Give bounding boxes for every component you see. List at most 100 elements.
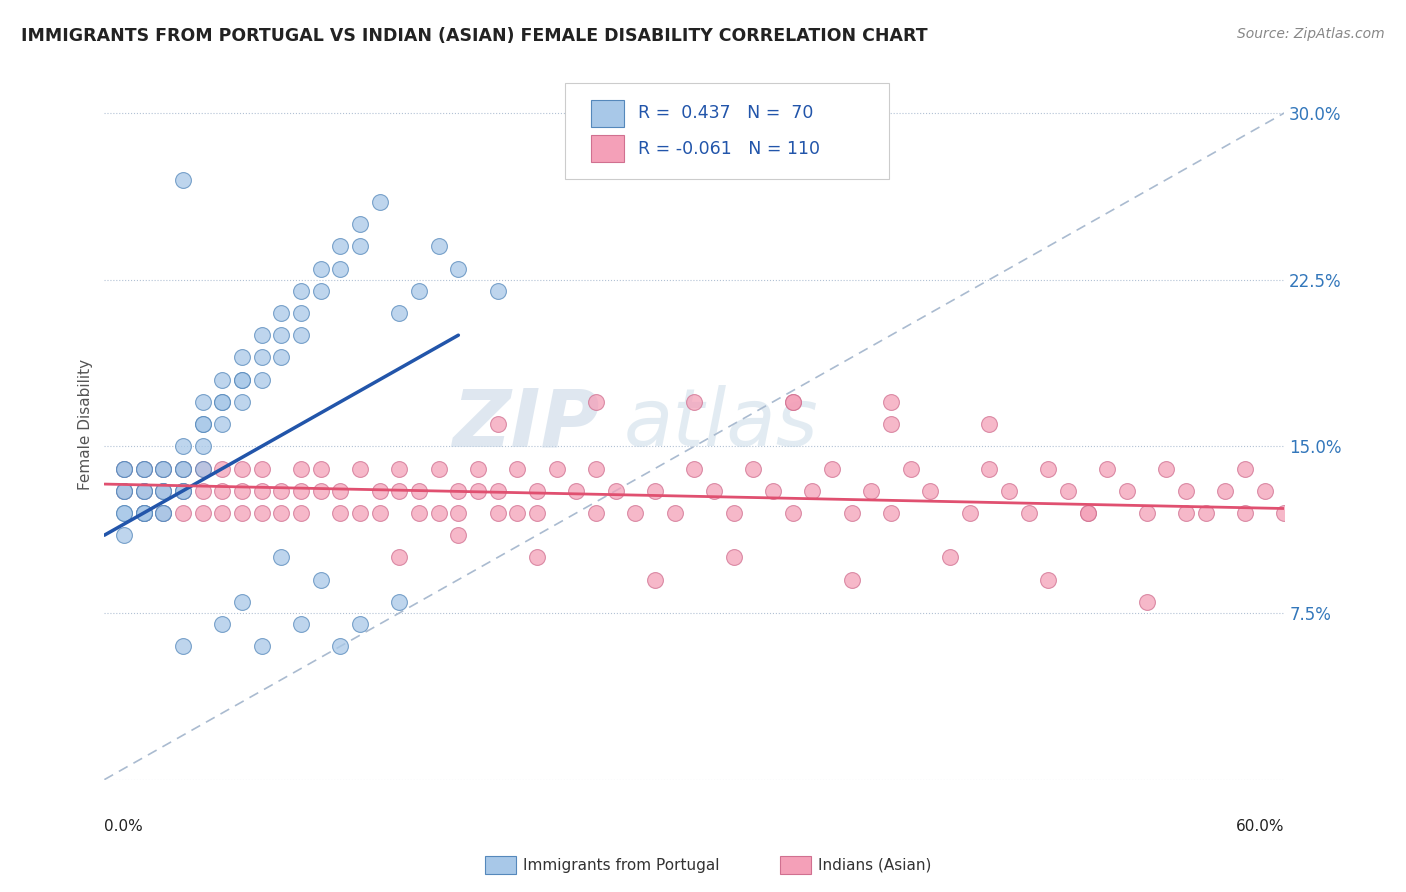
Text: R = -0.061   N = 110: R = -0.061 N = 110: [638, 140, 820, 158]
Point: [447, 261, 470, 276]
Point: [723, 550, 745, 565]
Point: [742, 461, 765, 475]
Point: [329, 640, 352, 654]
Point: [447, 506, 470, 520]
Point: [112, 461, 135, 475]
Text: R =  0.437   N =  70: R = 0.437 N = 70: [638, 104, 813, 122]
Point: [270, 483, 292, 498]
Point: [152, 483, 174, 498]
Point: [368, 483, 391, 498]
Point: [250, 373, 273, 387]
Point: [959, 506, 981, 520]
Point: [1136, 506, 1159, 520]
Point: [1175, 506, 1198, 520]
Point: [1038, 461, 1060, 475]
Point: [467, 483, 489, 498]
Point: [860, 483, 883, 498]
Point: [939, 550, 962, 565]
Point: [1194, 506, 1216, 520]
Point: [427, 506, 450, 520]
Point: [231, 351, 253, 365]
Point: [112, 506, 135, 520]
Point: [172, 461, 194, 475]
Point: [132, 506, 155, 520]
Point: [132, 461, 155, 475]
Point: [427, 461, 450, 475]
Point: [250, 328, 273, 343]
Point: [290, 284, 312, 298]
Point: [821, 461, 844, 475]
Point: [132, 506, 155, 520]
Point: [979, 461, 1001, 475]
Point: [270, 328, 292, 343]
Point: [920, 483, 942, 498]
Point: [486, 417, 509, 431]
Point: [112, 483, 135, 498]
Point: [1077, 506, 1099, 520]
Point: [152, 483, 174, 498]
Point: [526, 550, 548, 565]
Point: [132, 461, 155, 475]
Point: [152, 506, 174, 520]
Point: [112, 506, 135, 520]
Text: Source: ZipAtlas.com: Source: ZipAtlas.com: [1237, 27, 1385, 41]
Point: [664, 506, 686, 520]
Point: [1175, 483, 1198, 498]
Point: [368, 506, 391, 520]
Point: [270, 351, 292, 365]
Point: [231, 373, 253, 387]
Point: [191, 417, 214, 431]
Point: [152, 461, 174, 475]
Point: [408, 506, 430, 520]
Point: [467, 461, 489, 475]
Point: [782, 506, 804, 520]
Point: [329, 239, 352, 253]
FancyBboxPatch shape: [565, 83, 889, 178]
Point: [408, 483, 430, 498]
Point: [290, 328, 312, 343]
Point: [1253, 483, 1275, 498]
Point: [388, 483, 411, 498]
Point: [231, 506, 253, 520]
Point: [290, 306, 312, 320]
Point: [231, 373, 253, 387]
Point: [112, 483, 135, 498]
Point: [132, 506, 155, 520]
Point: [211, 617, 233, 632]
Point: [644, 573, 666, 587]
Point: [388, 306, 411, 320]
Text: atlas: atlas: [623, 385, 818, 463]
Point: [211, 417, 233, 431]
Point: [762, 483, 785, 498]
Point: [250, 640, 273, 654]
Point: [880, 506, 903, 520]
Point: [309, 261, 332, 276]
Point: [309, 284, 332, 298]
Point: [1038, 573, 1060, 587]
Point: [231, 483, 253, 498]
Text: Indians (Asian): Indians (Asian): [818, 858, 932, 872]
Point: [644, 483, 666, 498]
Point: [349, 239, 371, 253]
Point: [172, 461, 194, 475]
Point: [565, 483, 588, 498]
Point: [1213, 483, 1236, 498]
Point: [1057, 483, 1080, 498]
Point: [388, 461, 411, 475]
Point: [290, 506, 312, 520]
Point: [231, 595, 253, 609]
Point: [191, 395, 214, 409]
Point: [900, 461, 922, 475]
Point: [191, 483, 214, 498]
Point: [585, 461, 607, 475]
Point: [1077, 506, 1099, 520]
Point: [998, 483, 1021, 498]
Point: [388, 595, 411, 609]
Text: Immigrants from Portugal: Immigrants from Portugal: [523, 858, 720, 872]
Point: [1116, 483, 1139, 498]
Point: [880, 417, 903, 431]
Text: ZIP: ZIP: [453, 385, 600, 463]
Point: [427, 239, 450, 253]
Point: [526, 506, 548, 520]
Point: [841, 573, 863, 587]
